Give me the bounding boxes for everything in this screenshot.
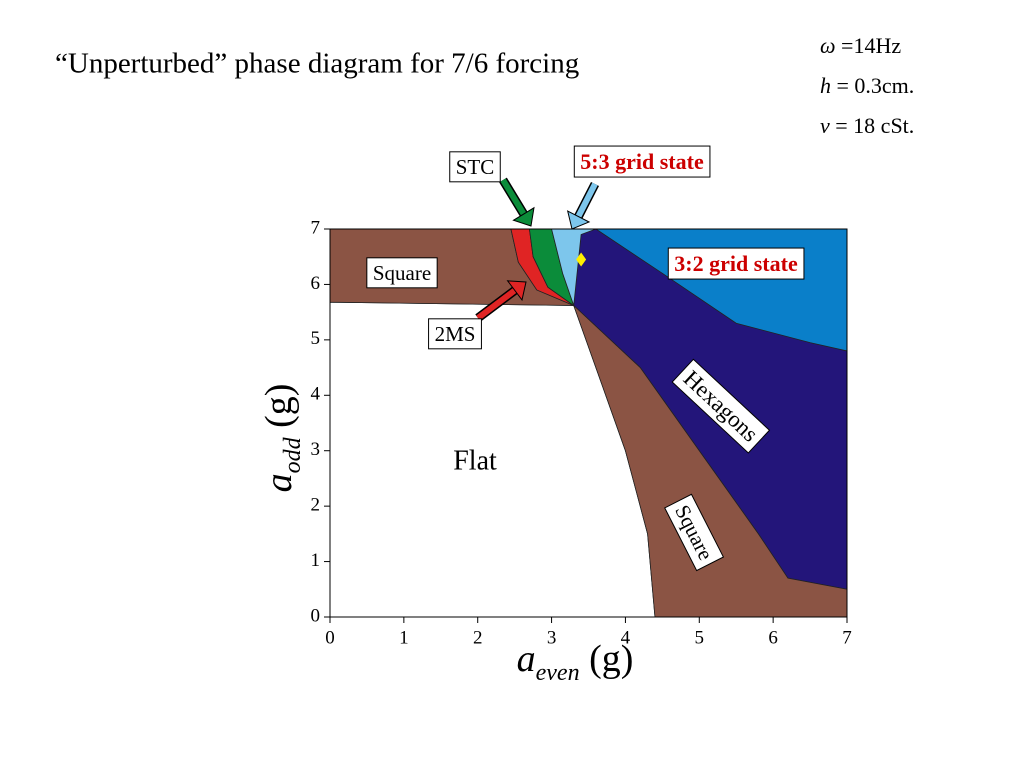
label-box — [428, 318, 482, 350]
x-tick-label: 5 — [695, 627, 705, 648]
parameter: h = 0.3cm. — [820, 73, 914, 98]
y-axis-label: aodd (g) — [258, 384, 306, 493]
x-tick-label: 1 — [399, 627, 409, 648]
label-box — [366, 257, 438, 289]
region-label-text: Square — [373, 261, 431, 285]
region-label: Flat — [453, 445, 497, 476]
region-label-text: 5:3 grid state — [580, 149, 704, 174]
parameter-value: = 18 cSt. — [830, 113, 915, 138]
region-label: 2MS — [428, 318, 482, 350]
x-tick-label: 2 — [473, 627, 483, 648]
x-tick-label: 0 — [325, 627, 335, 648]
x-axis-subscript: even — [536, 660, 580, 686]
x-axis-label: aeven (g) — [517, 638, 634, 686]
y-tick-label: 6 — [311, 273, 321, 294]
x-tick-label: 7 — [842, 627, 852, 648]
label-box — [667, 247, 805, 280]
x-tick-label: 3 — [547, 627, 557, 648]
parameter-value: =14Hz — [836, 33, 902, 58]
region-label-text: Flat — [453, 445, 497, 476]
region-label: 5:3 grid state — [573, 145, 711, 178]
parameter-symbol: h — [820, 73, 831, 98]
parameter: ω =14Hz — [820, 33, 901, 58]
label-box — [449, 151, 501, 183]
y-tick-label: 7 — [311, 217, 321, 238]
y-axis-symbol: a — [258, 473, 300, 492]
region-label-text: 2MS — [435, 322, 476, 346]
arrow-shaft — [500, 178, 527, 216]
point-marker — [576, 252, 587, 267]
parameter-symbol: ν — [820, 113, 830, 138]
arrow-head — [566, 210, 591, 230]
arrow-shaft — [575, 182, 598, 218]
y-tick-label: 2 — [311, 495, 321, 516]
region-label-text: 3:2 grid state — [674, 251, 798, 276]
region-label: 3:2 grid state — [667, 247, 805, 280]
x-axis-unit: (g) — [580, 638, 634, 680]
region-label: Square — [366, 257, 438, 289]
arrow-head — [506, 280, 527, 302]
y-tick-label: 0 — [311, 605, 321, 626]
slide-title: “Unperturbed” phase diagram for 7/6 forc… — [55, 48, 579, 80]
y-tick-label: 1 — [311, 550, 321, 571]
y-tick-label: 3 — [311, 439, 321, 460]
y-tick-label: 4 — [311, 384, 321, 405]
x-tick-label: 6 — [768, 627, 778, 648]
label-box — [573, 145, 711, 178]
plot-frame — [329, 228, 848, 618]
x-axis-symbol: a — [517, 638, 536, 680]
arrow-head — [512, 206, 535, 227]
label-box — [664, 493, 725, 572]
parameter-value: = 0.3cm. — [831, 73, 914, 98]
label-box — [671, 358, 771, 454]
parameter: ν = 18 cSt. — [820, 113, 914, 138]
y-tick-label: 5 — [311, 328, 321, 349]
parameter-symbol: ω — [820, 33, 836, 58]
region-label: STC — [449, 151, 501, 183]
region-label-text: STC — [456, 155, 495, 179]
y-axis-subscript: odd — [280, 436, 306, 473]
x-tick-label: 4 — [621, 627, 631, 648]
y-axis-unit: (g) — [258, 384, 300, 438]
arrow-shaft — [476, 287, 517, 321]
